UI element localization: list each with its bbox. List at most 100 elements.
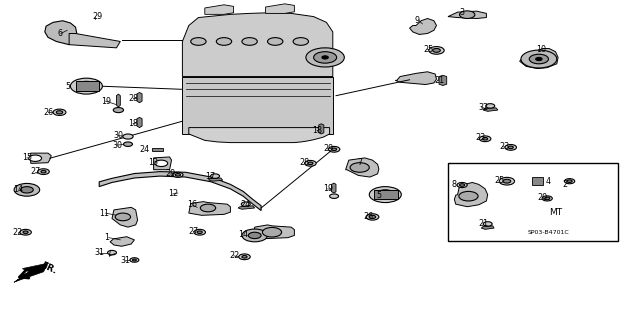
Circle shape	[536, 57, 542, 61]
Text: 18: 18	[312, 126, 323, 135]
Polygon shape	[253, 225, 294, 239]
Polygon shape	[319, 124, 324, 134]
Circle shape	[216, 38, 232, 45]
Polygon shape	[410, 19, 436, 34]
Circle shape	[248, 232, 261, 239]
Circle shape	[369, 215, 376, 219]
Polygon shape	[481, 226, 494, 229]
Circle shape	[429, 47, 444, 54]
Text: 16: 16	[187, 200, 197, 209]
Polygon shape	[483, 108, 498, 111]
Circle shape	[38, 169, 49, 174]
Circle shape	[242, 256, 247, 258]
Polygon shape	[205, 5, 234, 14]
Circle shape	[23, 231, 28, 234]
Circle shape	[241, 202, 250, 206]
Circle shape	[545, 197, 550, 200]
Circle shape	[499, 177, 515, 185]
Circle shape	[123, 134, 133, 139]
Text: 21: 21	[434, 76, 444, 85]
Text: 29: 29	[165, 169, 175, 178]
Polygon shape	[14, 263, 48, 282]
Circle shape	[155, 160, 168, 167]
Text: 23: 23	[475, 133, 485, 142]
Text: 31: 31	[120, 256, 131, 265]
Text: 30: 30	[112, 141, 122, 150]
Circle shape	[505, 145, 516, 150]
Circle shape	[483, 137, 488, 140]
Text: 32: 32	[479, 103, 489, 112]
Circle shape	[239, 254, 250, 260]
Circle shape	[262, 227, 282, 237]
Circle shape	[486, 104, 495, 108]
Text: 27: 27	[189, 227, 199, 236]
Circle shape	[108, 250, 116, 255]
Circle shape	[330, 194, 339, 198]
Text: 10: 10	[536, 45, 547, 54]
Circle shape	[369, 187, 401, 203]
Text: 4: 4	[545, 177, 550, 186]
Circle shape	[132, 259, 136, 261]
Circle shape	[200, 204, 216, 212]
Text: 13: 13	[148, 158, 159, 167]
Circle shape	[483, 222, 492, 226]
Circle shape	[41, 170, 46, 173]
Circle shape	[53, 109, 66, 115]
Circle shape	[56, 111, 63, 114]
Circle shape	[376, 190, 395, 199]
Circle shape	[124, 142, 132, 146]
Text: 5: 5	[65, 82, 70, 91]
Text: 19: 19	[323, 184, 333, 193]
Circle shape	[433, 48, 440, 52]
Text: 18: 18	[128, 119, 138, 128]
Polygon shape	[374, 190, 398, 199]
Circle shape	[306, 48, 344, 67]
Polygon shape	[396, 72, 436, 85]
Polygon shape	[182, 13, 333, 77]
Text: 30: 30	[114, 131, 124, 140]
Text: 20: 20	[538, 193, 548, 202]
Polygon shape	[346, 158, 379, 177]
Text: 23: 23	[499, 142, 509, 151]
Circle shape	[175, 174, 180, 176]
Circle shape	[567, 180, 572, 182]
Text: 22: 22	[229, 251, 239, 260]
Circle shape	[479, 136, 491, 142]
Polygon shape	[152, 148, 163, 151]
Polygon shape	[31, 153, 51, 163]
Text: 8: 8	[451, 180, 456, 189]
Circle shape	[173, 172, 183, 177]
Circle shape	[130, 258, 139, 262]
Circle shape	[191, 38, 206, 45]
Text: 5: 5	[376, 191, 381, 200]
Text: MT: MT	[549, 208, 563, 217]
Polygon shape	[189, 128, 330, 143]
Circle shape	[115, 213, 131, 221]
Text: 29: 29	[93, 12, 103, 21]
Circle shape	[194, 229, 205, 235]
Text: 25: 25	[494, 176, 504, 185]
Text: 14: 14	[238, 230, 248, 239]
Polygon shape	[209, 178, 223, 181]
Text: 14: 14	[13, 185, 23, 194]
Text: 28: 28	[300, 158, 310, 167]
Circle shape	[366, 214, 379, 220]
Text: 24: 24	[240, 200, 250, 209]
Text: 27: 27	[31, 167, 41, 176]
Bar	[448, 163, 618, 241]
Circle shape	[77, 81, 96, 91]
Polygon shape	[116, 94, 120, 107]
Text: FR.: FR.	[40, 260, 58, 276]
Polygon shape	[454, 182, 488, 207]
Text: 26: 26	[364, 212, 374, 221]
Text: 19: 19	[101, 97, 111, 106]
Text: 25: 25	[424, 45, 434, 54]
Polygon shape	[154, 157, 172, 170]
Polygon shape	[69, 33, 120, 48]
Polygon shape	[112, 207, 138, 227]
Polygon shape	[332, 183, 336, 193]
Text: 15: 15	[22, 153, 33, 162]
Text: 28: 28	[128, 94, 138, 103]
Polygon shape	[532, 177, 543, 185]
Polygon shape	[448, 11, 486, 19]
